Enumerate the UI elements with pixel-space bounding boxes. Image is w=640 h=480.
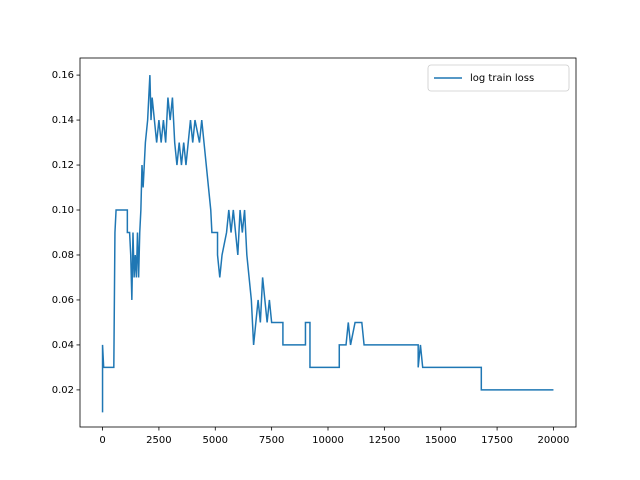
y-tick-label: 0.02: [52, 385, 74, 396]
plot-frame: [79, 57, 577, 428]
x-tick-label: 10000: [312, 435, 344, 446]
legend-label: log train loss: [470, 73, 534, 84]
x-tick-label: 0: [99, 435, 105, 446]
legend-box: [427, 64, 570, 92]
y-tick-label: 0.06: [52, 295, 74, 306]
x-tick-label: 17500: [481, 435, 513, 446]
x-tick-label: 12500: [368, 435, 400, 446]
x-tick-label: 2500: [146, 435, 171, 446]
y-tick-label: 0.08: [52, 250, 74, 261]
x-tick-label: 7500: [259, 435, 284, 446]
y-tick-label: 0.10: [52, 205, 74, 216]
x-tick-label: 5000: [203, 435, 228, 446]
y-tick-label: 0.14: [52, 115, 74, 126]
x-tick-label: 15000: [425, 435, 457, 446]
y-tick-label: 0.16: [52, 70, 74, 81]
data-line: [101, 75, 554, 413]
y-tick-label: 0.04: [52, 340, 74, 351]
y-tick-label: 0.12: [52, 160, 74, 171]
x-tick-label: 20000: [538, 435, 570, 446]
